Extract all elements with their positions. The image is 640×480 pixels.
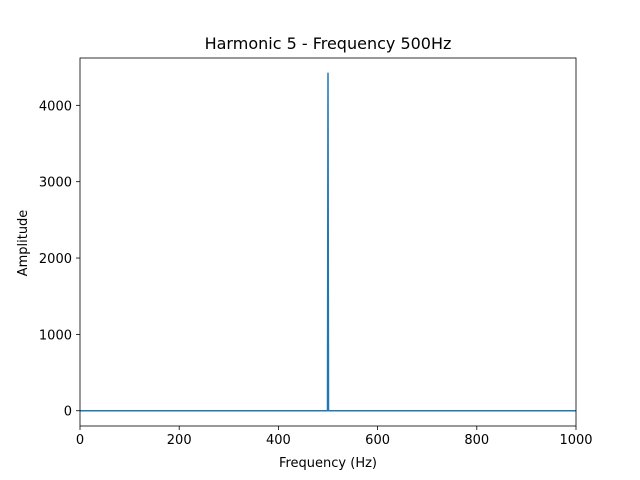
x-tick-label: 0 [76,433,84,448]
x-tick-label: 800 [464,433,489,448]
y-tick-label: 0 [64,405,72,420]
y-tick-label: 4000 [39,99,72,114]
y-axis-label: Amplitude [16,210,31,277]
series-line-0 [80,72,576,412]
y-tick-label: 2000 [39,252,72,267]
x-tick-label: 600 [365,433,390,448]
x-axis-label: Frequency (Hz) [279,456,377,471]
plot-area: 0 200 400 600 800 1000 0 1000 2000 3000 4000 [39,57,593,448]
x-tick-label: 400 [266,433,291,448]
axes-frame [79,57,577,427]
x-tick-label: 1000 [559,433,592,448]
x-tick-label: 200 [167,433,192,448]
chart-title: Harmonic 5 - Frequency 500Hz [205,34,452,53]
y-tick-label: 1000 [39,328,72,343]
y-tick-label: 3000 [39,176,72,191]
